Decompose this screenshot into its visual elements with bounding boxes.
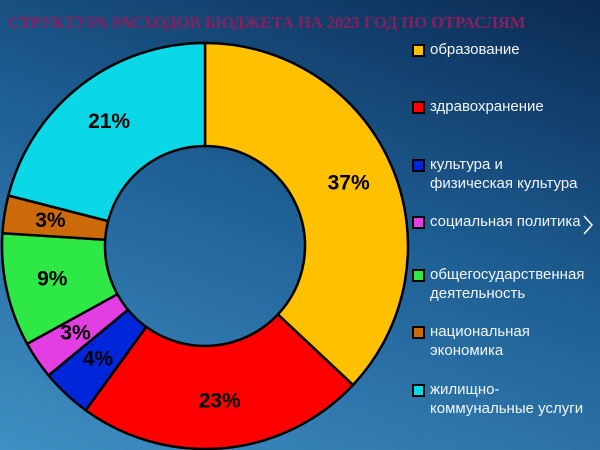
legend-label: здравохранение bbox=[430, 98, 544, 115]
legend-label: социальная политика bbox=[430, 213, 581, 230]
chart-title: СТРУКТУРА РАСХОДОВ БЮДЖЕТА НА 2023 ГОД П… bbox=[8, 13, 526, 32]
legend-item: социальная политика bbox=[412, 212, 587, 231]
value-label: 3% bbox=[35, 209, 66, 232]
legend-swatch bbox=[412, 44, 425, 57]
legend-swatch bbox=[412, 159, 425, 172]
nav-arrow bbox=[583, 215, 594, 235]
legend-label: образование bbox=[430, 41, 520, 58]
legend-item: национальная экономика bbox=[412, 322, 587, 360]
value-label: 4% bbox=[83, 348, 114, 371]
value-label: 23% bbox=[199, 389, 241, 412]
legend-label: культура и физическая культура bbox=[430, 156, 578, 192]
legend-item: жилищно-коммунальные услуги bbox=[412, 380, 587, 418]
legend-item: образование bbox=[412, 40, 587, 59]
legend-swatch bbox=[412, 384, 425, 397]
legend-label: жилищно-коммунальные услуги bbox=[430, 381, 584, 417]
legend-swatch bbox=[412, 269, 425, 282]
legend-item: культура и физическая культура bbox=[412, 155, 587, 193]
legend-item: здравохранение bbox=[412, 97, 587, 116]
value-label: 21% bbox=[88, 110, 130, 133]
legend-swatch bbox=[412, 216, 425, 229]
value-label: 3% bbox=[60, 322, 91, 345]
donut-slice bbox=[83, 312, 355, 450]
legend-swatch bbox=[412, 326, 425, 339]
value-label: 37% bbox=[328, 171, 370, 194]
legend-label: национальная экономика bbox=[430, 323, 530, 359]
legend-label: общегосударственная деятельность bbox=[430, 266, 585, 302]
value-label: 9% bbox=[37, 268, 68, 291]
donut-slice bbox=[6, 41, 207, 223]
legend-swatch bbox=[412, 101, 425, 114]
donut-slice bbox=[203, 41, 410, 387]
legend-item: общегосударственная деятельность bbox=[412, 265, 587, 303]
